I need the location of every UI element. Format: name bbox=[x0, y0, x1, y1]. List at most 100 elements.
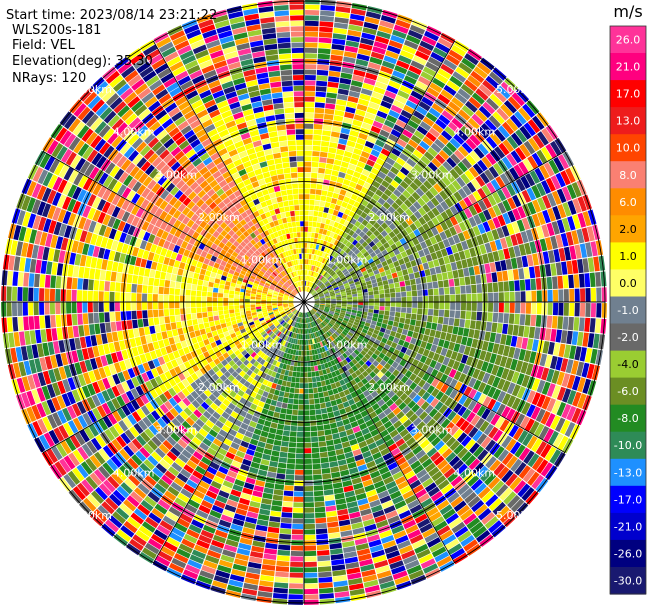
radar-gate bbox=[477, 159, 488, 172]
radar-gate bbox=[380, 166, 390, 175]
radar-gate bbox=[395, 95, 408, 105]
radar-gate bbox=[381, 124, 393, 133]
radar-gate bbox=[266, 471, 277, 478]
radar-gate bbox=[351, 291, 357, 295]
radar-gate bbox=[305, 37, 318, 43]
radar-gate bbox=[293, 507, 304, 513]
radar-gate bbox=[274, 108, 285, 115]
radar-gate bbox=[405, 285, 412, 292]
radar-gate bbox=[294, 475, 304, 481]
radar-gate bbox=[304, 188, 310, 194]
radar-gate bbox=[396, 157, 406, 167]
radar-gate bbox=[169, 302, 175, 309]
radar-gate bbox=[339, 133, 349, 140]
radar-gate bbox=[308, 221, 313, 227]
radar-gate bbox=[315, 261, 320, 267]
radar-gate bbox=[33, 302, 39, 316]
radar-gate bbox=[461, 259, 468, 269]
radar-gate bbox=[228, 214, 236, 222]
radar-gate bbox=[429, 236, 438, 245]
radar-gate bbox=[323, 174, 331, 181]
radar-gate bbox=[271, 226, 277, 233]
radar-gate bbox=[388, 109, 400, 119]
radar-gate bbox=[311, 277, 315, 283]
radar-gate bbox=[354, 258, 361, 264]
radar-gate bbox=[515, 88, 530, 103]
radar-gate bbox=[276, 26, 290, 33]
radar-gate bbox=[217, 201, 226, 210]
radar-gate bbox=[355, 109, 366, 117]
radar-gate bbox=[485, 75, 500, 89]
radar-gate bbox=[299, 286, 302, 292]
radar-gate bbox=[427, 220, 435, 229]
radar-gate bbox=[186, 277, 193, 284]
radar-gate bbox=[488, 166, 499, 179]
radar-gate bbox=[274, 406, 282, 413]
radar-gate bbox=[288, 398, 294, 404]
radar-gate bbox=[316, 75, 328, 82]
radar-gate bbox=[282, 91, 294, 98]
radar-gate bbox=[239, 98, 251, 106]
radar-gate bbox=[344, 208, 351, 216]
radar-gate bbox=[167, 142, 178, 153]
radar-gate bbox=[596, 287, 602, 302]
radar-gate bbox=[289, 583, 303, 589]
radar-gate bbox=[311, 442, 319, 448]
radar-gate bbox=[235, 287, 241, 292]
radar-gate bbox=[404, 234, 412, 243]
radar-gate bbox=[372, 255, 379, 262]
radar-gate bbox=[283, 102, 294, 108]
radar-gate bbox=[461, 157, 472, 169]
radar-gate bbox=[241, 103, 253, 112]
radar-gate bbox=[414, 271, 421, 279]
radar-gate bbox=[218, 310, 224, 316]
radar-gate bbox=[371, 91, 384, 100]
radar-gate bbox=[350, 252, 356, 259]
radar-gate bbox=[494, 239, 503, 251]
radar-gate bbox=[306, 253, 309, 259]
radar-gate bbox=[233, 159, 243, 167]
radar-gate bbox=[356, 137, 366, 146]
radar-gate bbox=[315, 512, 326, 518]
radar-gate bbox=[292, 183, 298, 189]
radar-gate bbox=[359, 174, 368, 182]
radar-gate bbox=[306, 286, 309, 292]
radar-gate bbox=[257, 208, 265, 215]
radar-gate bbox=[231, 197, 240, 206]
radar-gate bbox=[304, 80, 316, 86]
radar-gate bbox=[93, 302, 99, 313]
radar-gate bbox=[325, 196, 332, 203]
radar-gate bbox=[308, 210, 314, 216]
radar-gate bbox=[104, 291, 110, 302]
radar-gate bbox=[388, 231, 396, 239]
radar-gate bbox=[263, 553, 277, 560]
radar-gate bbox=[89, 324, 96, 335]
radar-gate bbox=[172, 267, 179, 275]
radar-gate bbox=[297, 237, 301, 243]
radar-gate bbox=[487, 282, 493, 293]
radar-gate bbox=[443, 84, 457, 96]
radar-gate bbox=[225, 175, 234, 184]
radar-gate bbox=[489, 93, 503, 107]
radar-gate bbox=[309, 265, 312, 271]
radar-gate bbox=[401, 212, 409, 221]
radar-gate bbox=[573, 274, 580, 288]
radar-gate bbox=[496, 107, 509, 121]
radar-gate bbox=[191, 337, 198, 345]
radar-gate bbox=[450, 294, 456, 302]
radar-gate bbox=[458, 199, 468, 210]
radar-gate bbox=[277, 462, 287, 469]
radar-gate bbox=[136, 293, 142, 302]
radar-gate bbox=[277, 549, 290, 556]
radar-gate bbox=[247, 29, 262, 37]
radar-gate bbox=[567, 216, 576, 231]
radar-gate bbox=[390, 180, 400, 189]
radar-gate bbox=[250, 193, 258, 201]
radar-gate bbox=[316, 280, 321, 286]
radar-gate bbox=[413, 210, 422, 220]
radar-gate bbox=[364, 277, 371, 282]
radar-gate bbox=[245, 295, 251, 299]
radar-gate bbox=[304, 91, 315, 97]
radar-gate bbox=[297, 281, 300, 287]
radar-gate bbox=[290, 278, 295, 284]
